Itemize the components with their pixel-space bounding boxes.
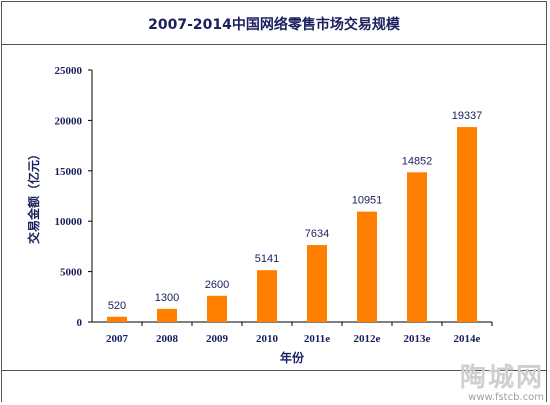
y-tick-label: 5000 — [60, 267, 83, 279]
x-tick-label: 2011e — [304, 333, 330, 345]
y-tick-label: 25000 — [55, 65, 83, 77]
data-label: 19337 — [452, 110, 483, 122]
data-label: 7634 — [305, 228, 329, 240]
data-label: 520 — [108, 300, 126, 312]
chart-title-box: 2007-2014中国网络零售市场交易规模 — [2, 2, 546, 45]
y-axis-label: 交易金额（亿元） — [26, 148, 41, 244]
axes — [88, 69, 493, 326]
x-tick-label: 2013e — [404, 333, 431, 345]
x-tick-labels: 2007 2008 2009 2010 2011e 2012e 2013e 2014e — [106, 333, 481, 345]
data-label: 10951 — [352, 195, 383, 207]
bar — [107, 316, 127, 322]
bars — [107, 127, 477, 322]
chart-title: 2007-2014中国网络零售市场交易规模 — [148, 17, 400, 33]
watermark-url: www.fstcb.com — [468, 392, 544, 403]
bar — [307, 245, 327, 322]
bar — [157, 308, 177, 322]
x-axis-label: 年份 — [280, 350, 305, 365]
y-tick-labels: 0 5000 10000 15000 20000 25000 — [55, 65, 83, 329]
y-tick-label: 10000 — [55, 216, 83, 228]
x-tick-label: 2009 — [206, 333, 229, 345]
y-tick-label: 15000 — [55, 166, 83, 178]
data-label: 14852 — [402, 155, 433, 167]
x-tick-label: 2007 — [106, 333, 129, 345]
watermark-name: 陶城网 — [459, 363, 544, 393]
data-label: 1300 — [155, 292, 179, 304]
bar — [207, 295, 227, 322]
x-tick-label: 2014e — [454, 333, 481, 345]
data-label: 5141 — [255, 253, 279, 265]
data-labels: 520 1300 2600 5141 7634 10951 14852 19337 — [108, 110, 482, 312]
y-tick-label: 0 — [77, 317, 83, 329]
bar — [257, 270, 277, 322]
bar — [407, 172, 427, 322]
bar — [357, 211, 377, 322]
y-tick-label: 20000 — [55, 115, 83, 127]
data-label: 2600 — [205, 279, 229, 291]
x-tick-label: 2008 — [156, 333, 179, 345]
watermark-logo: 陶城网 www.fstcb.com — [460, 357, 544, 403]
bar — [457, 127, 477, 322]
x-tick-label: 2010 — [256, 333, 279, 345]
bottom-strip — [2, 370, 546, 402]
x-tick-label: 2012e — [354, 333, 381, 345]
